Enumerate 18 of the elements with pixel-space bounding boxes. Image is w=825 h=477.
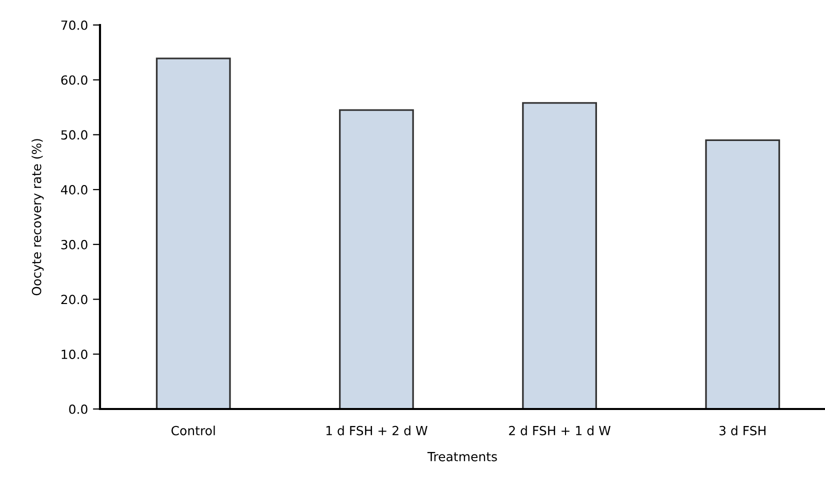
- bar: [156, 58, 231, 409]
- y-tick-label: 0.0: [69, 404, 88, 414]
- y-tick-label: 70.0: [61, 20, 88, 30]
- y-tick-label: 50.0: [61, 130, 88, 140]
- bar: [705, 139, 780, 409]
- x-tick-label: 2 d FSH + 1 d W: [509, 426, 610, 436]
- bar: [339, 109, 414, 409]
- y-tick-label: 60.0: [61, 75, 88, 85]
- y-axis-title: Oocyte recovery rate (%): [32, 139, 44, 296]
- bar: [522, 102, 597, 409]
- x-tick-label: 1 d FSH + 2 d W: [326, 426, 428, 436]
- y-tick-label: 10.0: [62, 350, 88, 360]
- x-axis-title: Treatments: [427, 452, 497, 462]
- y-tick-label: 20.0: [61, 294, 88, 304]
- x-tick-label: Control: [171, 426, 215, 436]
- x-tick-label: 3 d FSH: [719, 426, 766, 436]
- y-tick-label: 40.0: [60, 185, 88, 194]
- y-tick-label: 30.0: [61, 240, 88, 250]
